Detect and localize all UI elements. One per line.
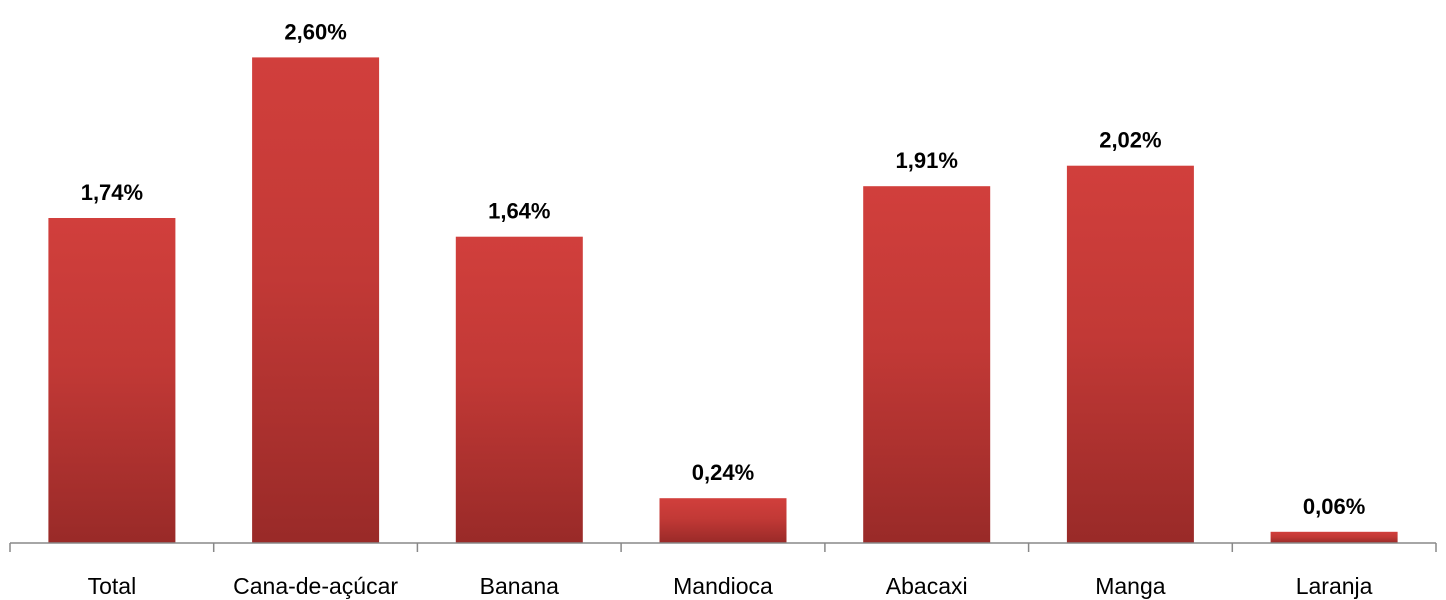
tick-label-mandioca: Mandioca <box>673 573 773 599</box>
tick-label-banana: Banana <box>480 573 560 599</box>
data-label-manga: 2,02% <box>1099 128 1161 153</box>
tick-label-manga: Manga <box>1095 573 1166 599</box>
data-label-banana: 1,64% <box>488 199 550 224</box>
tick-label-cana-de-acucar: Cana-de-açúcar <box>233 573 398 599</box>
bar-banana <box>455 236 583 543</box>
bar-cana-de-acucar <box>252 57 380 544</box>
bar-manga <box>1066 165 1194 543</box>
bar-abacaxi <box>863 186 991 543</box>
tick-label-abacaxi: Abacaxi <box>886 573 968 599</box>
tick-label-total: Total <box>88 573 137 599</box>
data-label-total: 1,74% <box>81 180 143 205</box>
tick-label-laranja: Laranja <box>1296 573 1373 599</box>
data-label-mandioca: 0,24% <box>692 460 754 485</box>
data-label-abacaxi: 1,91% <box>896 148 958 173</box>
bar-mandioca <box>659 498 787 543</box>
x-axis <box>9 542 1437 552</box>
data-label-cana-de-acucar: 2,60% <box>284 19 346 44</box>
bars-layer <box>48 57 1398 544</box>
data-label-laranja: 0,06% <box>1303 494 1365 519</box>
bar-total <box>48 218 176 543</box>
bar-laranja <box>1270 531 1398 543</box>
labels-layer: 1,74% Total 2,60% Cana-de-açúcar 1,64% Banana… <box>81 19 1373 599</box>
